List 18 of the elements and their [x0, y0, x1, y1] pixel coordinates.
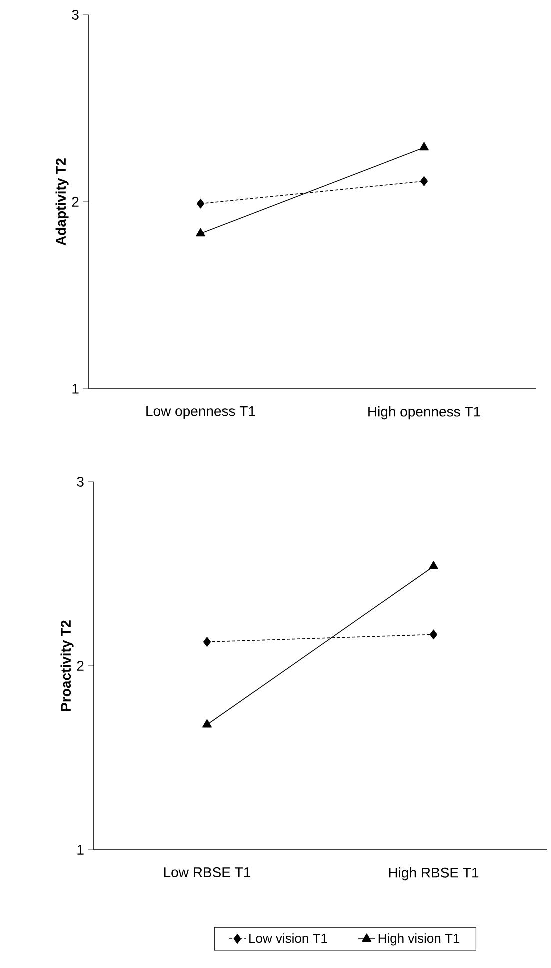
- point: [203, 637, 212, 647]
- x-tick-label: Low RBSE T1: [164, 868, 251, 878]
- legend-label: High vision T1: [378, 934, 460, 946]
- point: [430, 630, 438, 640]
- y-tick-label: 2: [77, 661, 84, 671]
- x-tick-label: Low openness T1: [146, 406, 256, 420]
- point: [420, 176, 428, 186]
- x-tick-label: High RBSE T1: [389, 868, 479, 881]
- y-tick-label: 1: [72, 384, 79, 394]
- y-tick-label: 3: [72, 10, 79, 20]
- y-tick-label: 1: [78, 845, 84, 855]
- y-axis-title: Proactivity T2: [60, 620, 74, 711]
- y-axis-title: Adaptivity T2: [56, 158, 69, 246]
- x-tick-label: High openness T1: [368, 406, 480, 420]
- point: [196, 198, 205, 209]
- y-tick-label: 3: [77, 477, 84, 487]
- legend-label: Low vision T1: [250, 934, 328, 944]
- y-tick-label: 2: [72, 197, 79, 207]
